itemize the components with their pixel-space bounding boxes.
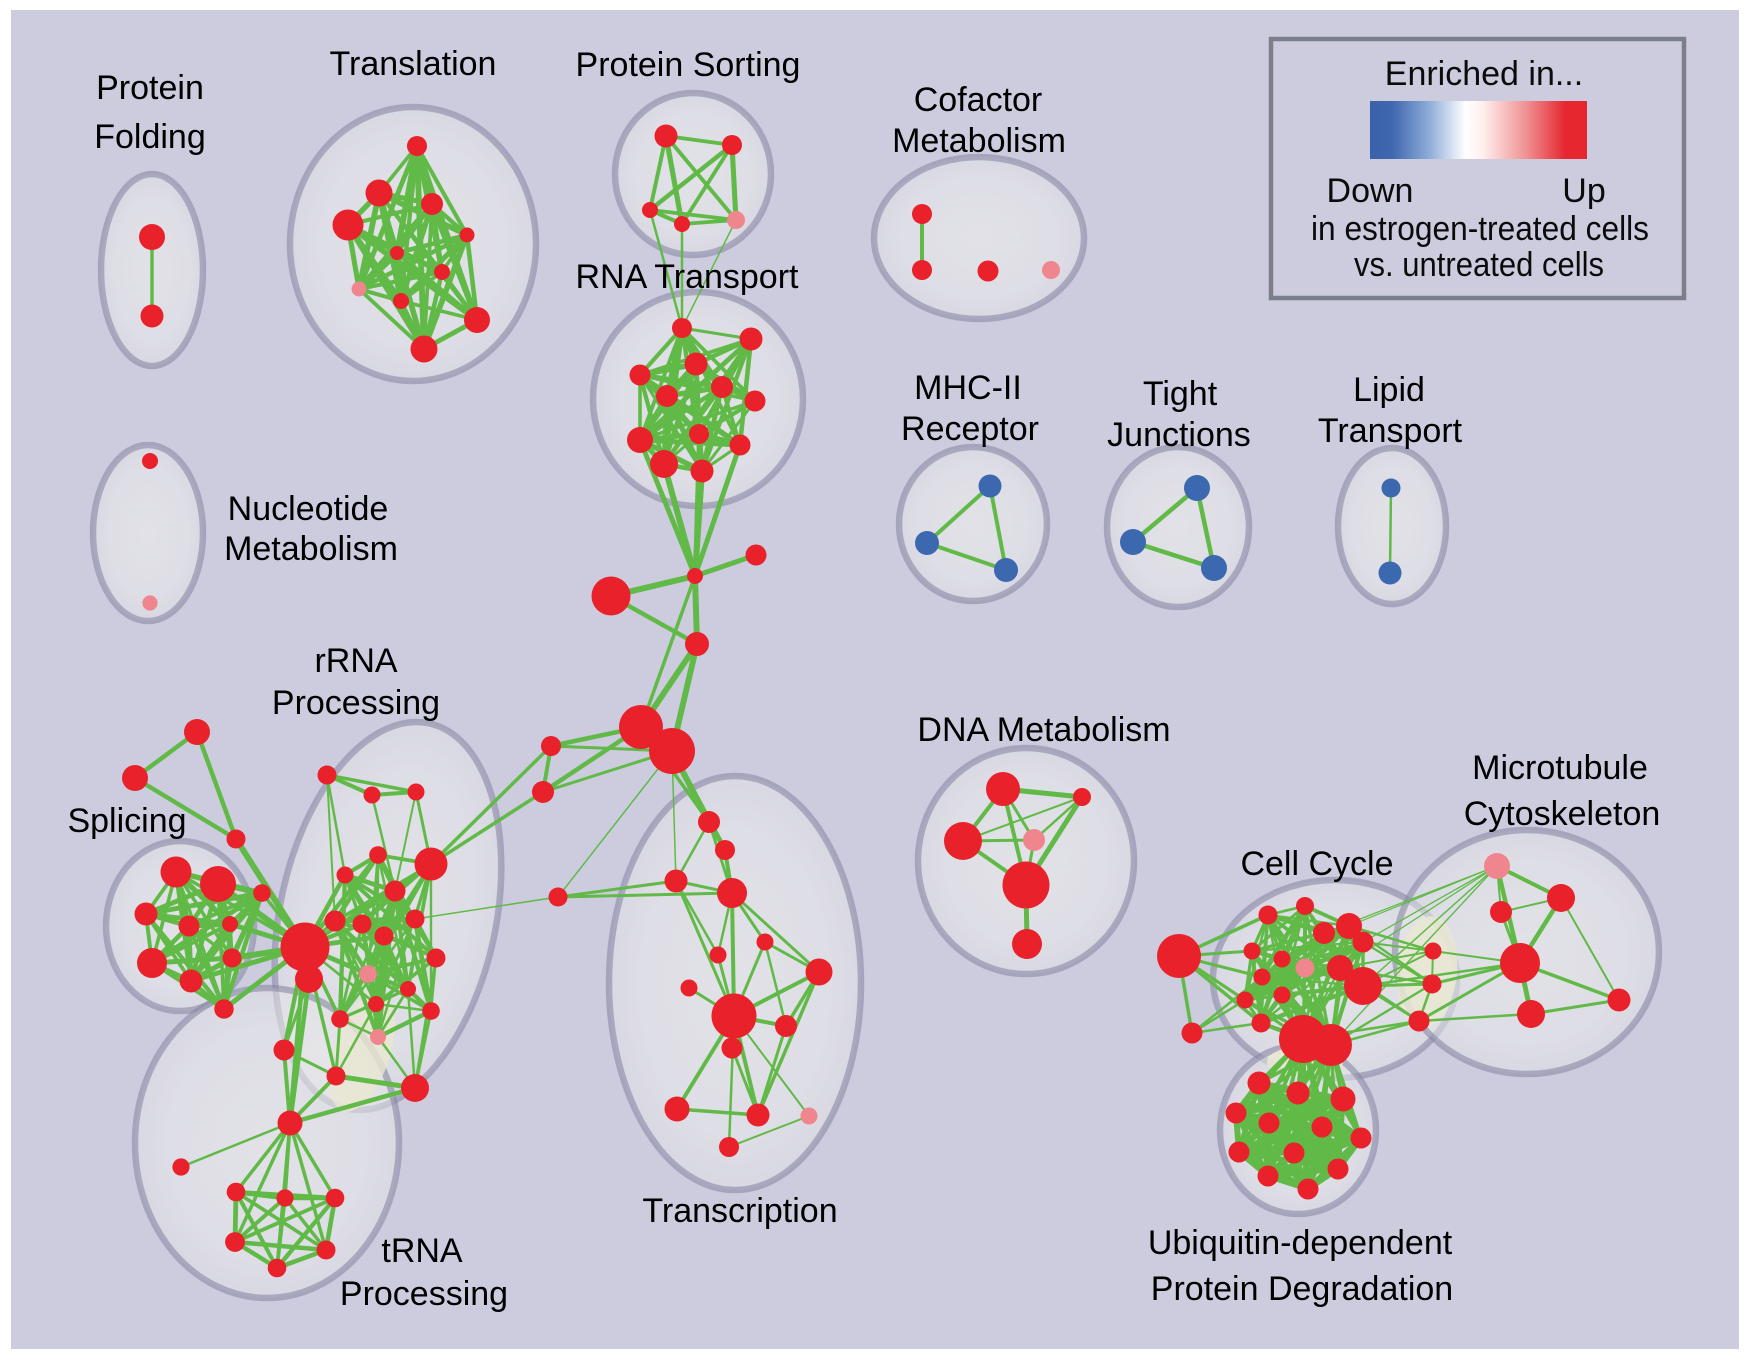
svg-text:vs. untreated cells: vs. untreated cells	[1354, 246, 1604, 284]
svg-text:Cell Cycle: Cell Cycle	[1240, 845, 1393, 883]
svg-text:Ubiquitin-dependent: Ubiquitin-dependent	[1148, 1224, 1453, 1262]
svg-text:Transcription: Transcription	[642, 1192, 837, 1230]
svg-text:tRNA: tRNA	[381, 1232, 463, 1270]
svg-text:Cytoskeleton: Cytoskeleton	[1464, 795, 1661, 833]
svg-text:Protein Degradation: Protein Degradation	[1151, 1270, 1453, 1308]
svg-text:Splicing: Splicing	[67, 802, 186, 840]
svg-text:Tight: Tight	[1143, 375, 1218, 413]
svg-text:Junctions: Junctions	[1107, 416, 1251, 454]
svg-text:Metabolism: Metabolism	[892, 122, 1066, 160]
svg-text:Down: Down	[1327, 172, 1414, 210]
svg-text:Processing: Processing	[340, 1275, 508, 1313]
svg-text:Microtubule: Microtubule	[1472, 749, 1648, 787]
svg-text:Translation: Translation	[330, 45, 497, 83]
svg-text:Nucleotide: Nucleotide	[228, 490, 389, 528]
svg-text:Processing: Processing	[272, 684, 440, 722]
svg-text:in estrogen-treated cells: in estrogen-treated cells	[1311, 210, 1649, 248]
svg-text:Receptor: Receptor	[901, 410, 1039, 448]
svg-text:Lipid: Lipid	[1353, 371, 1425, 409]
svg-text:RNA Transport: RNA Transport	[576, 258, 800, 296]
svg-text:Metabolism: Metabolism	[224, 530, 398, 568]
svg-text:Protein Sorting: Protein Sorting	[576, 46, 801, 84]
svg-text:MHC-II: MHC-II	[914, 369, 1022, 407]
svg-text:Cofactor: Cofactor	[914, 81, 1043, 119]
svg-text:rRNA: rRNA	[314, 642, 397, 680]
svg-text:DNA Metabolism: DNA Metabolism	[917, 711, 1170, 749]
svg-text:Up: Up	[1562, 172, 1605, 210]
svg-text:Enriched in...: Enriched in...	[1385, 55, 1583, 93]
svg-text:Protein: Protein	[96, 69, 204, 107]
svg-text:Transport: Transport	[1318, 412, 1463, 450]
svg-text:Folding: Folding	[94, 118, 206, 156]
